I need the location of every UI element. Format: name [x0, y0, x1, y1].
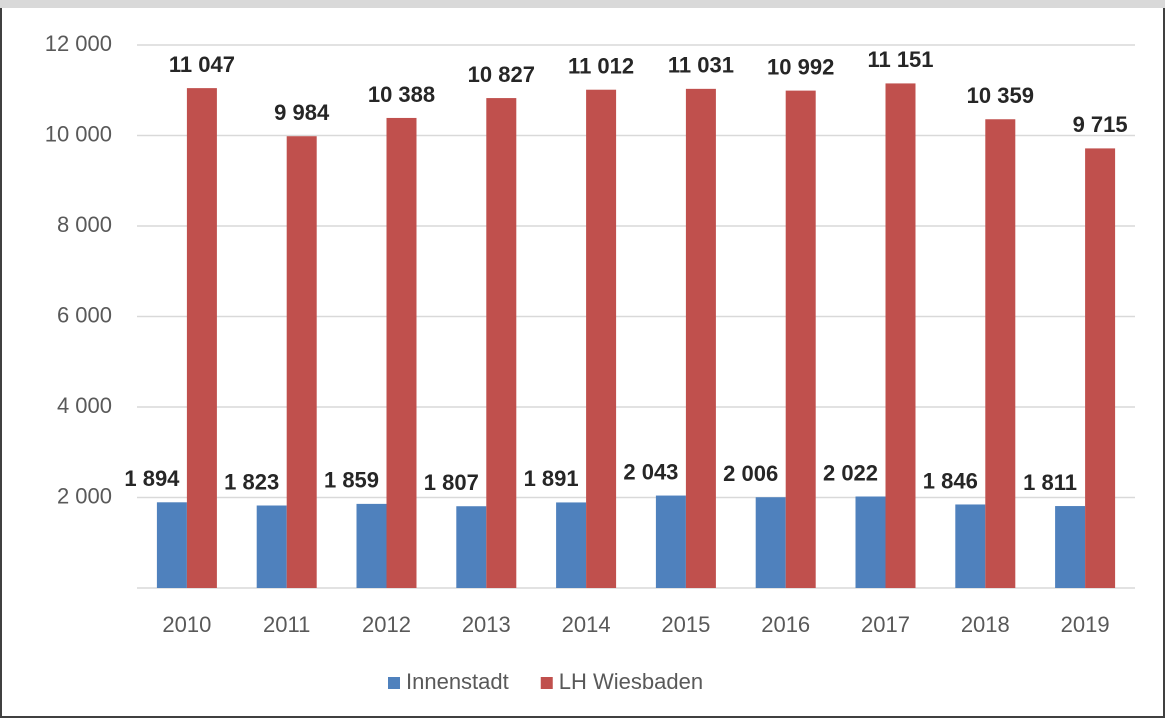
bar	[855, 496, 886, 588]
legend-label: Innenstadt	[406, 669, 509, 694]
data-label: 1 894	[124, 466, 180, 491]
data-label: 2 043	[623, 459, 678, 484]
bar	[186, 88, 217, 588]
bar	[156, 502, 187, 588]
bar	[1085, 148, 1116, 589]
bar	[655, 495, 686, 588]
x-tick-label: 2013	[462, 612, 511, 637]
bar	[586, 89, 617, 588]
y-tick-label: 12 000	[45, 31, 112, 56]
legend-swatch	[540, 677, 553, 689]
bar	[685, 88, 716, 588]
x-tick-label: 2010	[162, 612, 211, 637]
bar	[556, 502, 587, 588]
data-label: 10 388	[368, 82, 435, 107]
bar	[1055, 506, 1086, 588]
data-label: 1 859	[324, 468, 379, 493]
data-label: 11 047	[169, 52, 235, 77]
data-label: 1 846	[923, 468, 978, 493]
x-tick-label: 2015	[661, 612, 710, 637]
legend-swatch	[388, 677, 400, 689]
x-tick-label: 2014	[562, 612, 611, 637]
x-tick-label: 2012	[362, 612, 411, 637]
bar	[885, 83, 916, 589]
bar	[755, 497, 786, 588]
x-tick-label: 2018	[961, 612, 1010, 637]
x-tick-label: 2017	[861, 612, 910, 637]
bar	[386, 117, 417, 589]
bar	[985, 119, 1016, 588]
data-label: 1 891	[524, 466, 579, 491]
data-label: 10 992	[767, 54, 834, 79]
data-label: 9 984	[274, 100, 330, 125]
y-tick-label: 10 000	[45, 121, 112, 146]
y-tick-label: 4 000	[57, 393, 112, 418]
top-strip	[0, 0, 1165, 8]
bar	[785, 90, 816, 588]
bar	[955, 504, 986, 588]
data-label: 1 823	[224, 469, 279, 494]
bar	[486, 98, 517, 588]
bar	[256, 505, 287, 588]
x-tick-label: 2011	[263, 612, 310, 637]
bar	[456, 506, 487, 588]
data-label: 1 807	[424, 470, 479, 495]
data-label: 11 151	[867, 47, 933, 72]
bar	[286, 136, 317, 588]
y-tick-label: 2 000	[57, 483, 112, 508]
data-label: 1 811	[1023, 470, 1077, 495]
x-tick-label: 2016	[761, 612, 810, 637]
data-label: 11 031	[668, 53, 734, 78]
data-label: 11 012	[568, 54, 634, 79]
bar	[356, 503, 387, 588]
data-label: 9 715	[1073, 112, 1128, 137]
data-label: 2 006	[723, 461, 778, 486]
data-label: 2 022	[823, 460, 878, 485]
y-tick-label: 6 000	[57, 302, 112, 327]
x-tick-label: 2019	[1061, 612, 1110, 637]
y-tick-label: 8 000	[57, 212, 112, 237]
data-label: 10 359	[967, 83, 1034, 108]
legend-label: LH Wiesbaden	[559, 669, 703, 694]
data-label: 10 827	[468, 62, 535, 87]
